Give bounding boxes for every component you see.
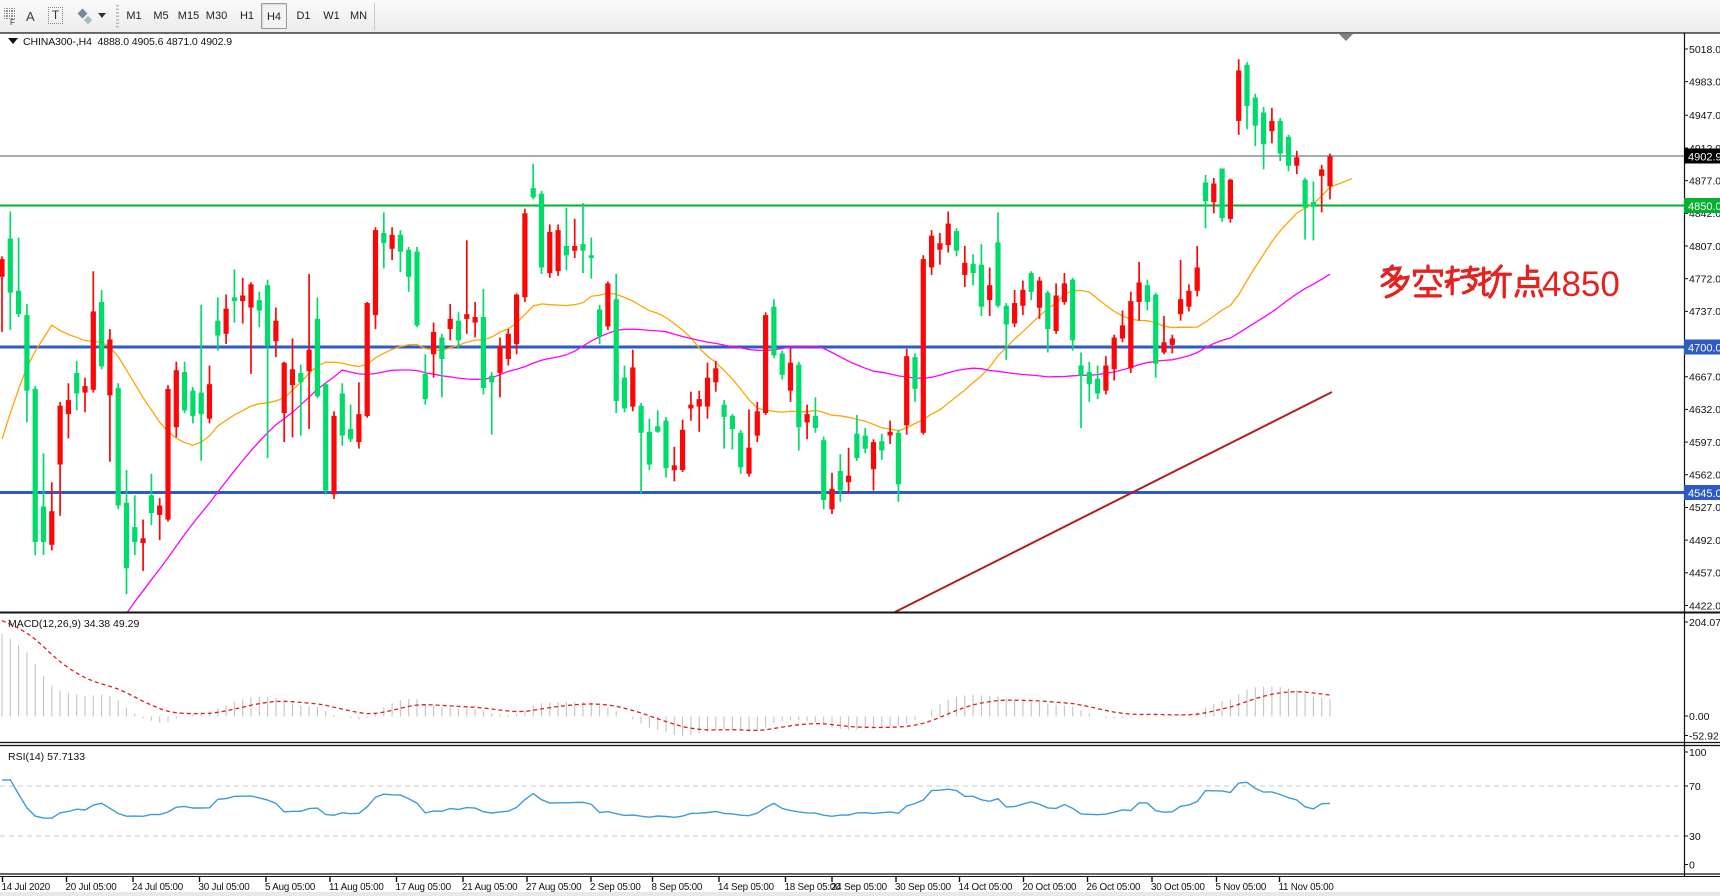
svg-text:11 Aug 05:00: 11 Aug 05:00 — [329, 882, 384, 893]
svg-text:27 Aug 05:00: 27 Aug 05:00 — [526, 882, 582, 893]
svg-text:4877.0: 4877.0 — [1689, 175, 1720, 187]
svg-text:24 Sep 05:00: 24 Sep 05:00 — [831, 882, 888, 893]
svg-text:0.00: 0.00 — [1689, 711, 1710, 723]
svg-text:4983.0: 4983.0 — [1689, 76, 1720, 88]
svg-text:18 Sep 05:00: 18 Sep 05:00 — [785, 882, 842, 893]
svg-text:30 Jul 05:00: 30 Jul 05:00 — [199, 882, 251, 893]
svg-text:5 Aug 05:00: 5 Aug 05:00 — [265, 882, 316, 893]
svg-text:4632.0: 4632.0 — [1689, 404, 1720, 416]
svg-text:4737.0: 4737.0 — [1689, 306, 1720, 318]
svg-text:5018.0: 5018.0 — [1689, 44, 1720, 56]
svg-text:4545.0: 4545.0 — [1688, 488, 1720, 500]
svg-text:4492.0: 4492.0 — [1689, 535, 1720, 547]
svg-text:5 Nov 05:00: 5 Nov 05:00 — [1216, 882, 1267, 893]
svg-text:20 Oct 05:00: 20 Oct 05:00 — [1023, 882, 1077, 893]
svg-text:30: 30 — [1689, 831, 1701, 843]
svg-text:CHINA300-,H4 4888.0 4905.6 48: CHINA300-,H4 4888.0 4905.6 4871.0 4902.9 — [23, 36, 232, 48]
svg-text:30 Sep 05:00: 30 Sep 05:00 — [895, 882, 952, 893]
svg-text:4527.0: 4527.0 — [1689, 502, 1720, 514]
svg-text:4807.0: 4807.0 — [1689, 241, 1720, 253]
svg-text:4850.0: 4850.0 — [1688, 201, 1720, 213]
svg-text:4422.0: 4422.0 — [1689, 600, 1720, 612]
svg-text:4700.0: 4700.0 — [1688, 343, 1720, 355]
svg-text:4562.0: 4562.0 — [1689, 470, 1720, 482]
svg-text:30 Oct 05:00: 30 Oct 05:00 — [1151, 882, 1205, 893]
svg-text:4902.9: 4902.9 — [1688, 152, 1720, 164]
svg-text:17 Aug 05:00: 17 Aug 05:00 — [396, 882, 452, 893]
svg-text:14 Sep 05:00: 14 Sep 05:00 — [718, 882, 775, 893]
svg-text:4947.0: 4947.0 — [1689, 110, 1720, 122]
svg-text:4772.0: 4772.0 — [1689, 273, 1720, 285]
svg-text:4667.0: 4667.0 — [1689, 372, 1720, 384]
svg-text:-52.92: -52.92 — [1689, 730, 1719, 742]
svg-text:MACD(12,26,9) 34.38 49.29: MACD(12,26,9) 34.38 49.29 — [8, 618, 139, 630]
svg-text:204.07: 204.07 — [1689, 617, 1720, 629]
svg-text:4597.0: 4597.0 — [1689, 437, 1720, 449]
svg-text:2 Sep 05:00: 2 Sep 05:00 — [590, 882, 641, 893]
svg-text:RSI(14) 57.7133: RSI(14) 57.7133 — [8, 751, 85, 763]
svg-text:100: 100 — [1689, 747, 1707, 759]
svg-text:0: 0 — [1689, 859, 1695, 871]
svg-text:14 Jul 2020: 14 Jul 2020 — [2, 882, 51, 893]
svg-text:26 Oct 05:00: 26 Oct 05:00 — [1087, 882, 1141, 893]
svg-text:11 Nov 05:00: 11 Nov 05:00 — [1279, 882, 1335, 893]
svg-text:8 Sep 05:00: 8 Sep 05:00 — [652, 882, 703, 893]
svg-text:14 Oct 05:00: 14 Oct 05:00 — [959, 882, 1013, 893]
svg-text:4457.0: 4457.0 — [1689, 568, 1720, 580]
svg-text:70: 70 — [1689, 781, 1701, 793]
svg-text:4850: 4850 — [1542, 265, 1620, 304]
svg-text:24 Jul 05:00: 24 Jul 05:00 — [132, 882, 184, 893]
svg-text:20 Jul 05:00: 20 Jul 05:00 — [66, 882, 118, 893]
svg-text:21 Aug 05:00: 21 Aug 05:00 — [462, 882, 518, 893]
